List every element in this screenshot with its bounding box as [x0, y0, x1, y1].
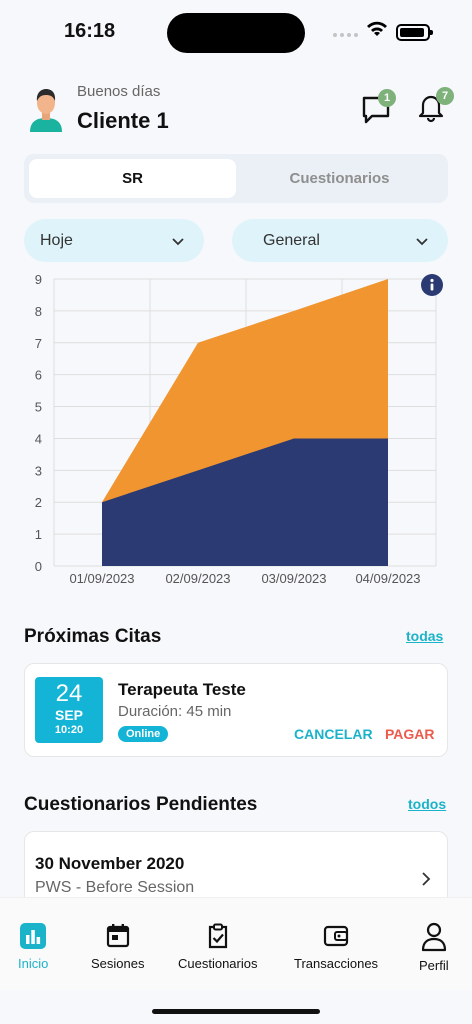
- client-name: Cliente 1: [77, 108, 169, 133]
- therapist-name: Terapeuta Teste: [118, 680, 246, 699]
- y-tick-label: 6: [35, 368, 42, 383]
- x-tick-label: 03/09/2023: [261, 571, 326, 586]
- tab-inicio[interactable]: Inicio: [18, 922, 48, 971]
- period-dropdown[interactable]: Hoje: [24, 219, 204, 262]
- appointment-date-box: 24 SEP 10:20: [35, 677, 103, 743]
- appointment-day: 24: [55, 680, 83, 707]
- pay-button[interactable]: PAGAR: [385, 726, 435, 742]
- tab-label: Sesiones: [91, 956, 145, 971]
- x-tick-label: 02/09/2023: [165, 571, 230, 586]
- wallet-icon: [323, 925, 349, 947]
- appointments-see-all-link[interactable]: todas: [406, 628, 444, 644]
- dynamic-island: [167, 13, 305, 53]
- y-tick-label: 7: [35, 336, 42, 351]
- questionnaires-see-all-link[interactable]: todos: [408, 796, 447, 812]
- y-tick-label: 1: [35, 527, 42, 542]
- y-tick-label: 2: [35, 495, 42, 510]
- signal-icon: [333, 33, 358, 37]
- area-chart: 0 1 2 3 4 5 6 7 8 9 01/09/2023 02/09/2023 03/09/2023…: [35, 272, 437, 586]
- tab-label: Inicio: [18, 956, 49, 971]
- tab-cuestionarios-nav[interactable]: Cuestionarios: [178, 922, 258, 971]
- mode-badge: Online: [118, 726, 169, 742]
- y-tick-label: 5: [35, 400, 42, 415]
- cancel-button[interactable]: CANCELAR: [294, 726, 373, 742]
- appointments-title: Próximas Citas: [24, 626, 162, 647]
- series-area-bottom: [102, 438, 388, 566]
- bottom-tab-bar: Inicio Sesiones Cuestionarios Transaccio…: [0, 897, 472, 990]
- questionnaires-title: Cuestionarios Pendientes: [24, 794, 258, 815]
- home-indicator: [152, 1009, 320, 1014]
- tab-perfil[interactable]: Perfil: [419, 922, 449, 973]
- y-tick-label: 9: [35, 272, 42, 287]
- category-dropdown[interactable]: General: [232, 219, 448, 262]
- appointment-hour: 10:20: [54, 724, 84, 736]
- x-tick-label: 04/09/2023: [355, 571, 420, 586]
- segmented-control: SR Cuestionarios: [24, 154, 448, 203]
- clipboard-check-icon: [208, 923, 227, 949]
- tab-label: Cuestionarios: [178, 956, 258, 971]
- tab-sesiones[interactable]: Sesiones: [91, 922, 144, 971]
- greeting-text: Buenos días: [77, 83, 161, 100]
- calendar-icon: [106, 924, 129, 948]
- battery-icon: [396, 24, 433, 41]
- info-icon[interactable]: [421, 274, 443, 296]
- bell-icon[interactable]: [414, 90, 448, 124]
- chart-icon: [20, 923, 47, 949]
- tab-transacciones[interactable]: Transacciones: [294, 922, 378, 971]
- appointment-month: SEP: [54, 707, 83, 723]
- status-bar: 16:18: [0, 0, 472, 64]
- appointment-card[interactable]: 24 SEP 10:20 Terapeuta Teste Duración: 4…: [24, 663, 448, 757]
- y-tick-label: 0: [35, 559, 42, 574]
- appointment-duration: Duración: 45 min: [118, 703, 232, 720]
- chevron-down-icon: [416, 238, 428, 246]
- tab-label: Perfil: [419, 958, 449, 973]
- y-tick-label: 4: [35, 431, 42, 446]
- tab-label: Transacciones: [294, 956, 379, 971]
- category-value: General: [263, 232, 320, 249]
- status-time: 16:18: [64, 20, 116, 42]
- wifi-icon: [367, 21, 387, 36]
- avatar[interactable]: [26, 84, 66, 132]
- y-tick-label: 8: [35, 304, 42, 319]
- chevron-down-icon: [172, 238, 184, 246]
- period-value: Hoje: [40, 232, 73, 249]
- questionnaire-date: 30 November 2020: [35, 854, 185, 873]
- y-tick-label: 3: [35, 463, 42, 478]
- tab-sr[interactable]: SR: [29, 159, 236, 198]
- x-tick-label: 01/09/2023: [69, 571, 134, 586]
- notification-badge: 7: [436, 87, 454, 105]
- questionnaire-name: PWS - Before Session: [35, 879, 195, 896]
- chevron-right-icon: [422, 872, 431, 886]
- person-icon: [421, 922, 446, 952]
- tab-cuestionarios[interactable]: Cuestionarios: [289, 170, 390, 187]
- message-badge: 1: [378, 89, 396, 107]
